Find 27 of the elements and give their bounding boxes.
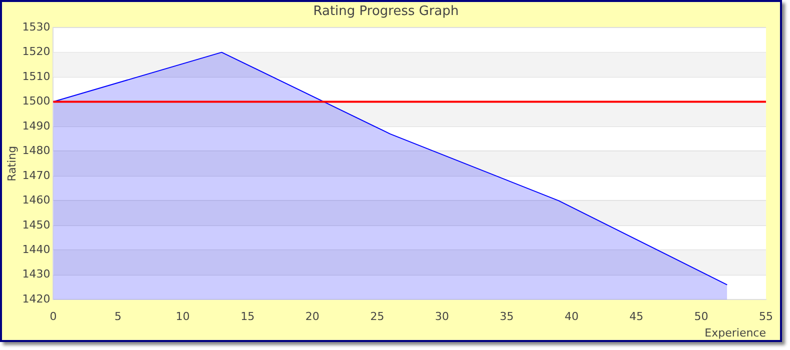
y-tick-label: 1500 [22,94,50,108]
y-tick-label: 1490 [22,119,50,132]
x-tick-label: 40 [564,310,579,324]
y-tick-label: 1430 [22,268,50,281]
x-tick-label: 5 [114,310,122,324]
x-tick-label: 50 [694,310,708,324]
y-tick-label: 1480 [22,144,50,158]
x-tick-label: 55 [759,310,773,324]
x-tick-label: 30 [434,310,449,324]
y-tick-label: 1520 [22,45,50,58]
y-tick-label: 1440 [22,243,50,256]
x-tick-label: 20 [305,310,320,324]
x-tick-label: 0 [50,310,57,324]
x-tick-label: 35 [500,310,514,324]
x-axis-title: Experience [704,326,766,340]
x-tick-label: 15 [240,310,255,324]
x-tick-label: 45 [629,310,644,324]
y-tick-label: 1470 [22,168,50,182]
y-tick-label: 1420 [22,292,50,306]
y-tick-label: 1450 [22,218,50,232]
y-tick-label: 1510 [22,70,50,83]
y-tick-label: 1460 [22,194,50,207]
x-tick-label: 25 [370,310,384,324]
y-tick-label: 1530 [22,20,50,34]
y-axis-title: Rating [5,146,18,182]
x-tick-label: 10 [176,310,190,324]
chart-title: Rating Progress Graph [313,4,459,20]
